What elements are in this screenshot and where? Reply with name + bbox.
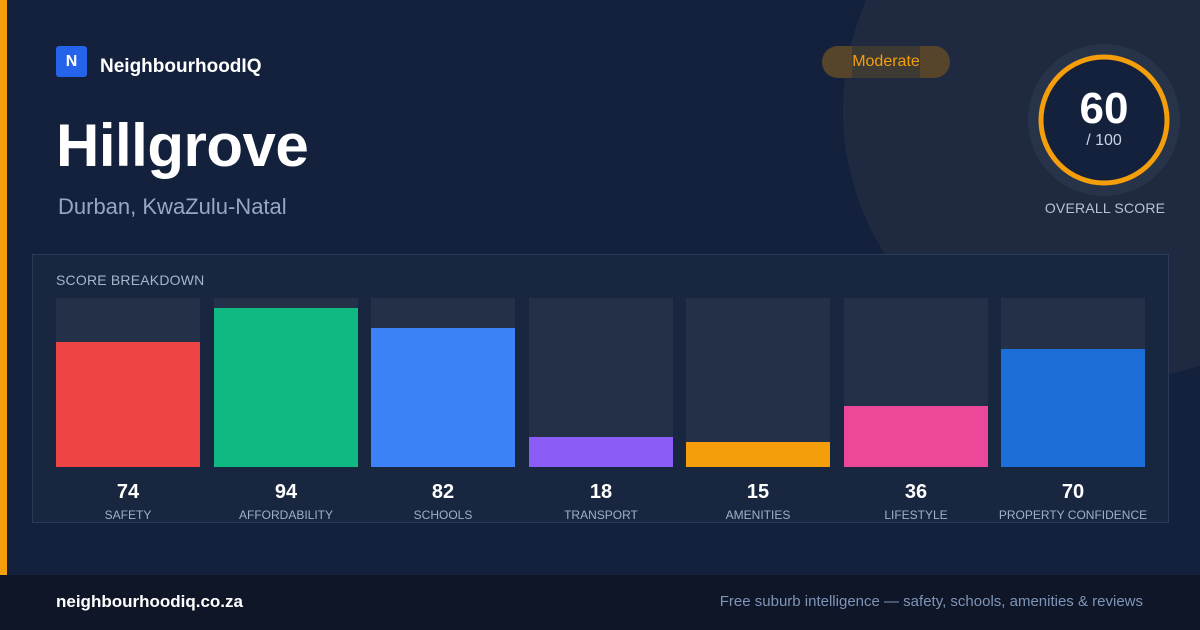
brand-name: NeighbourhoodIQ [100, 56, 262, 77]
bar [214, 308, 358, 467]
bar-track [844, 298, 988, 467]
bar-value-label: 36 [904, 481, 928, 503]
bar-category-label: SCHOOLS [413, 508, 473, 522]
gauge-arc [1038, 54, 1170, 186]
bar-category-label: PROPERTY CONFIDENCE [998, 508, 1148, 522]
logo-icon: N [56, 46, 87, 77]
rating-badge-label: Moderate [852, 53, 920, 70]
bar-category-label: SAFETY [104, 508, 152, 522]
bar-track [56, 298, 200, 467]
overall-score-label: OVERALL SCORE [1044, 200, 1166, 216]
bar [56, 342, 200, 467]
overall-score-value: 60 [1079, 84, 1129, 133]
bar-value-label: 74 [116, 481, 140, 503]
bar-category-label: AFFORDABILITY [238, 508, 333, 522]
bar-value-label: 82 [431, 481, 455, 503]
bar [371, 328, 515, 467]
footer-tagline: Free suburb intelligence — safety, schoo… [719, 593, 1143, 610]
bar-category-label: AMENITIES [725, 508, 791, 522]
rating-badge: Moderate [822, 46, 950, 78]
gauge-ring [1028, 44, 1180, 196]
breakdown-title: SCORE BREAKDOWN [56, 272, 205, 288]
bar-value-label: 94 [274, 481, 298, 503]
bar-track [214, 298, 358, 467]
footer [0, 575, 1200, 630]
bar [1001, 349, 1145, 467]
accent-bar [0, 0, 7, 575]
bar [529, 437, 673, 467]
overall-score-max: / 100 [1086, 132, 1122, 149]
location-text: Durban, KwaZulu-Natal [58, 194, 287, 219]
bar-category-label: LIFESTYLE [884, 508, 948, 522]
bar-value-label: 70 [1061, 481, 1085, 503]
bar-track [686, 298, 830, 467]
bar-track [371, 298, 515, 467]
overall-score-gauge: 60 / 100 [1028, 44, 1180, 196]
bar-value-label: 18 [589, 481, 613, 503]
logo-letter: N [65, 52, 78, 70]
bar [844, 406, 988, 467]
gauge-inner [1041, 57, 1167, 183]
bar [686, 442, 830, 467]
bar-value-label: 15 [746, 481, 770, 503]
bar-track [529, 298, 673, 467]
bar-category-label: TRANSPORT [564, 508, 638, 522]
footer-url: neighbourhoodiq.co.za [56, 592, 243, 611]
page-title: Hillgrove [56, 112, 309, 179]
bar-track [1001, 298, 1145, 467]
